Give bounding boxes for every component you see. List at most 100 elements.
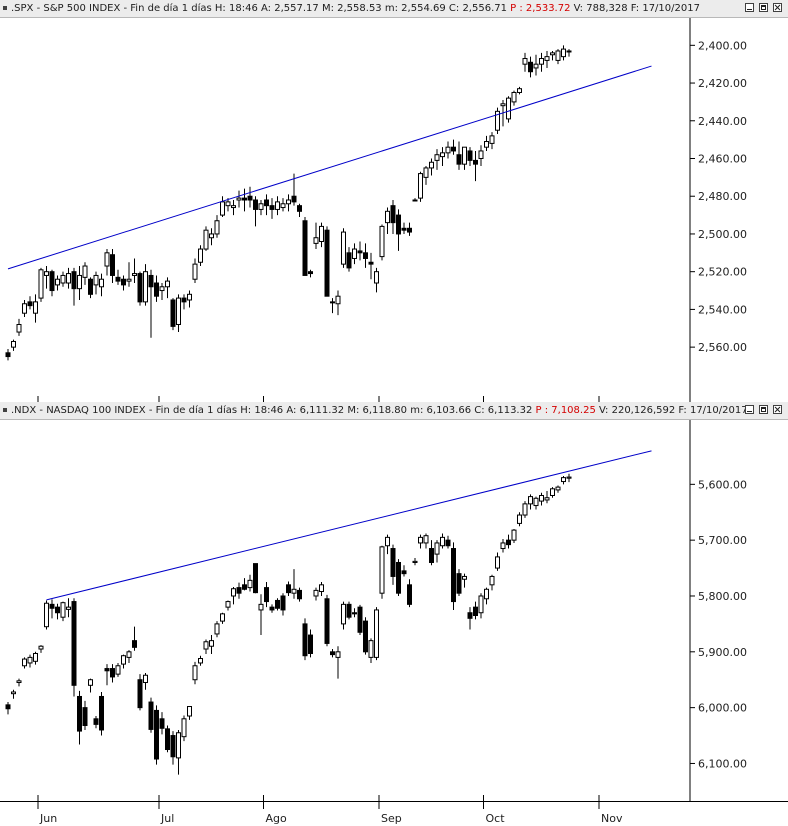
grip-icon[interactable]	[3, 6, 7, 10]
ndx-candle-up[interactable]	[203, 641, 209, 650]
spx-candle-down[interactable]	[264, 199, 269, 207]
grip-icon[interactable]	[3, 408, 7, 412]
spx-candle-up[interactable]	[275, 201, 280, 210]
ndx-candle-down[interactable]	[429, 548, 434, 563]
spx-candle-up[interactable]	[550, 52, 555, 56]
spx-candle-down[interactable]	[456, 154, 462, 165]
spx-candle-down[interactable]	[324, 229, 330, 297]
spx-candle-down[interactable]	[346, 252, 352, 269]
spx-candle-down[interactable]	[357, 250, 363, 254]
ndx-candle-down[interactable]	[275, 599, 280, 609]
ndx-candle-down[interactable]	[297, 589, 302, 600]
spx-candle-up[interactable]	[434, 154, 440, 161]
spx-candle-up[interactable]	[236, 197, 242, 201]
ndx-candle-down[interactable]	[137, 679, 143, 709]
spx-candle-up[interactable]	[198, 248, 203, 263]
spx-candle-down[interactable]	[451, 146, 456, 152]
ndx-candle-down[interactable]	[286, 584, 291, 594]
spx-candle-up[interactable]	[484, 141, 489, 148]
ndx-candle-down[interactable]	[269, 606, 275, 611]
spx-candle-down[interactable]	[247, 195, 253, 201]
ndx-candle-down[interactable]	[236, 587, 242, 594]
ndx-candle-down[interactable]	[5, 704, 11, 710]
ndx-candle-down[interactable]	[154, 709, 159, 760]
ndx-candle-down[interactable]	[473, 606, 478, 617]
spx-candle-down[interactable]	[473, 159, 478, 165]
ndx-candle-up[interactable]	[44, 602, 49, 628]
ndx-candle-up[interactable]	[522, 503, 528, 516]
ndx-candle-up[interactable]	[484, 588, 489, 600]
ndx-candle-up[interactable]	[341, 603, 346, 625]
ndx-candle-up[interactable]	[528, 496, 533, 505]
ndx-candle-down[interactable]	[110, 668, 115, 678]
ndx-candle-up[interactable]	[412, 560, 418, 563]
spx-candle-down[interactable]	[467, 150, 473, 161]
ndx-candle-up[interactable]	[66, 606, 71, 610]
ndx-candle-up[interactable]	[11, 691, 16, 695]
spx-candle-up[interactable]	[379, 225, 385, 258]
spx-candle-up[interactable]	[445, 146, 451, 154]
spx-candle-up[interactable]	[335, 295, 341, 305]
ndx-candle-down[interactable]	[451, 548, 456, 603]
ndx-candle-down[interactable]	[401, 570, 407, 575]
spx-candle-up[interactable]	[462, 146, 467, 165]
spx-candle-up[interactable]	[225, 201, 231, 207]
ndx-candle-down[interactable]	[132, 640, 137, 648]
spx-candle-up[interactable]	[566, 50, 572, 53]
ndx-candle-up[interactable]	[187, 706, 192, 717]
ndx-candle-down[interactable]	[159, 718, 165, 729]
spx-candle-up[interactable]	[533, 63, 539, 69]
ndx-candle-down[interactable]	[99, 695, 104, 731]
spx-candle-up[interactable]	[341, 231, 346, 265]
ndx-candle-up[interactable]	[88, 679, 93, 686]
ndx-candle-up[interactable]	[22, 658, 27, 667]
ndx-candle-up[interactable]	[220, 613, 225, 622]
ndx-candle-up[interactable]	[27, 656, 33, 664]
ndx-candle-down[interactable]	[407, 584, 412, 605]
spx-candle-up[interactable]	[374, 271, 379, 284]
spx-candle-up[interactable]	[352, 248, 357, 259]
ndx-candle-up[interactable]	[555, 486, 561, 491]
spx-candle-up[interactable]	[440, 152, 445, 158]
spx-candle-up[interactable]	[500, 103, 506, 107]
ndx-candle-down[interactable]	[363, 620, 368, 653]
spx-candle-up[interactable]	[99, 278, 104, 288]
spx-candle-down[interactable]	[291, 195, 297, 203]
spx-candle-down[interactable]	[71, 271, 77, 290]
ndx-candle-down[interactable]	[456, 573, 462, 594]
spx-candle-up[interactable]	[423, 167, 429, 178]
ndx-candle-up[interactable]	[511, 529, 517, 541]
ndx-candle-up[interactable]	[16, 680, 22, 684]
ndx-candle-up[interactable]	[33, 652, 38, 662]
spx-candle-up[interactable]	[522, 58, 528, 65]
spx-candle-up[interactable]	[517, 88, 522, 93]
spx-candle-up[interactable]	[478, 150, 484, 159]
spx-candle-up[interactable]	[38, 269, 44, 299]
ndx-candle-up[interactable]	[489, 575, 495, 586]
ndx-chart-panel[interactable]: .NDX - NASDAQ 100 INDEX - Fin de día 1 d…	[0, 402, 788, 801]
ndx-candle-down[interactable]	[71, 601, 77, 686]
ndx-candle-up[interactable]	[440, 536, 445, 547]
spx-candle-down[interactable]	[121, 278, 126, 286]
ndx-candle-down[interactable]	[93, 718, 99, 725]
spx-candle-up[interactable]	[55, 278, 60, 286]
ndx-candle-down[interactable]	[55, 606, 60, 614]
ndx-candle-down[interactable]	[352, 612, 357, 615]
ndx-candle-up[interactable]	[550, 488, 555, 496]
spx-candle-up[interactable]	[203, 229, 209, 250]
minimize-icon[interactable]	[745, 3, 754, 12]
ndx-candle-up[interactable]	[214, 623, 220, 635]
spx-candle-down[interactable]	[110, 254, 115, 276]
spx-candle-down[interactable]	[154, 282, 159, 297]
ndx-trendline[interactable]	[46, 450, 652, 601]
spx-candle-down[interactable]	[148, 274, 154, 288]
ndx-candle-up[interactable]	[319, 584, 324, 593]
spx-candle-down[interactable]	[297, 205, 302, 212]
ndx-candle-down[interactable]	[506, 539, 511, 546]
ndx-candle-up[interactable]	[495, 556, 500, 569]
ndx-candle-up[interactable]	[566, 476, 572, 479]
spx-candle-up[interactable]	[429, 161, 434, 169]
ndx-candle-down[interactable]	[357, 606, 363, 633]
minimize-icon[interactable]	[745, 405, 754, 414]
spx-trendline[interactable]	[7, 65, 652, 270]
